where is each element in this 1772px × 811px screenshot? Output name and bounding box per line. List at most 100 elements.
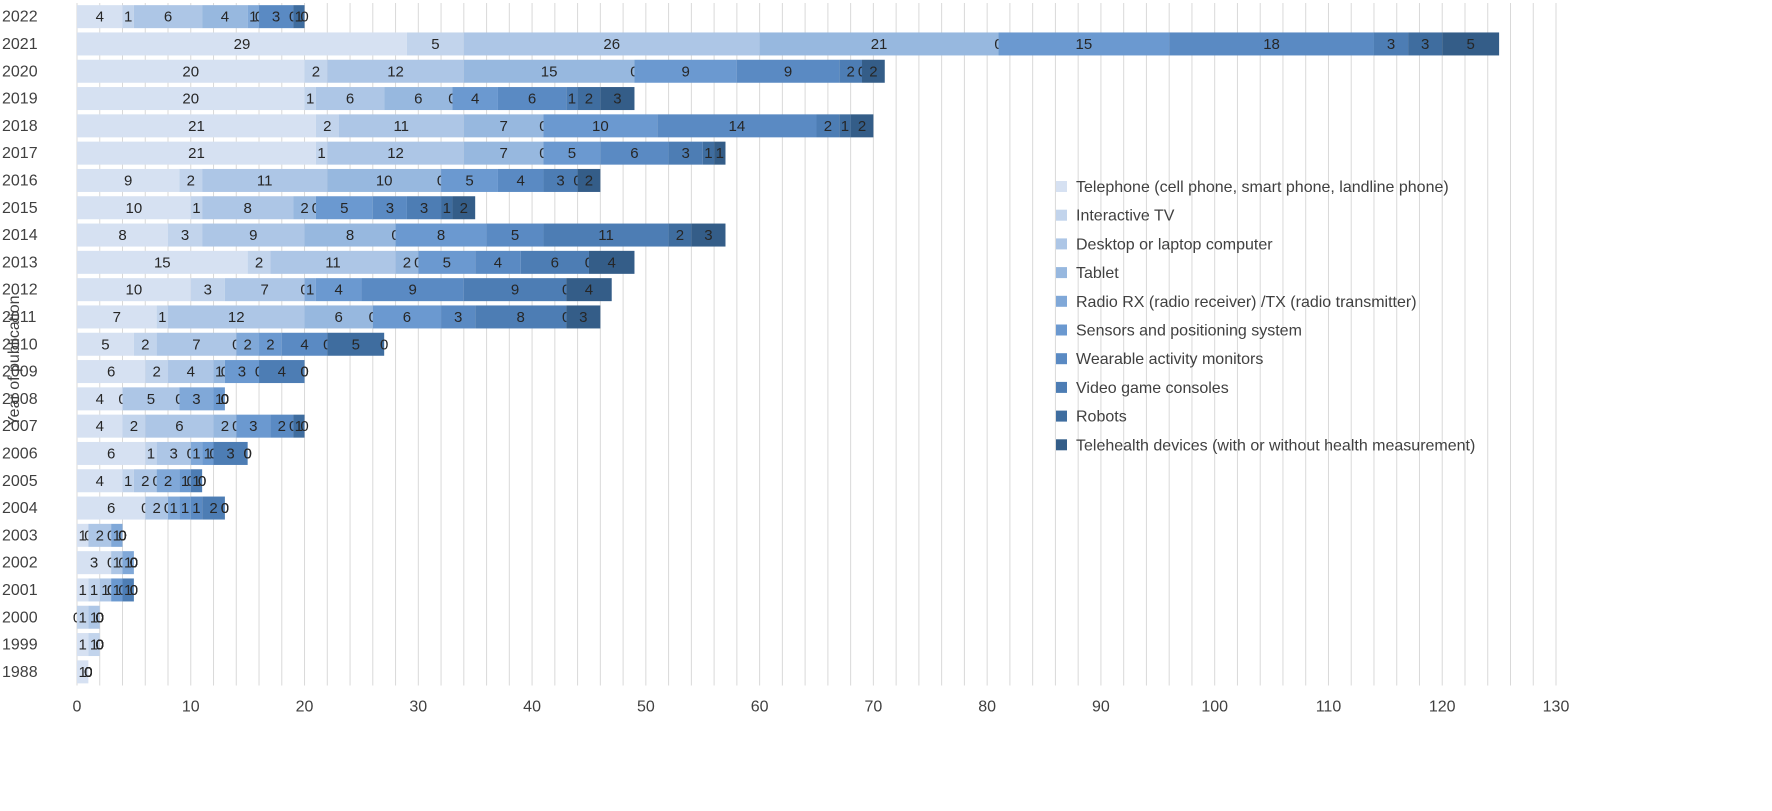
legend-item-label: Radio RX (radio receiver) /TX (radio tra… bbox=[1076, 294, 1417, 311]
bar-segment bbox=[702, 141, 715, 165]
data-label: 4 bbox=[517, 172, 525, 189]
x-tick-label: 110 bbox=[1316, 699, 1342, 716]
data-label: 1 bbox=[79, 609, 87, 626]
data-label: 0 bbox=[84, 664, 92, 681]
bar-segment bbox=[1408, 32, 1443, 56]
legend: Telephone (cell phone, smart phone, land… bbox=[1056, 179, 1475, 454]
data-label: 0 bbox=[96, 637, 104, 654]
y-tick-label: 1999 bbox=[2, 637, 38, 654]
data-label: 1 bbox=[215, 391, 223, 408]
data-label: 5 bbox=[568, 145, 576, 162]
data-label: 6 bbox=[630, 145, 638, 162]
bar-segment bbox=[190, 278, 225, 302]
y-tick-label: 2016 bbox=[2, 172, 38, 189]
bar-segment bbox=[77, 660, 89, 684]
bar-segment bbox=[543, 141, 601, 165]
bar-segment bbox=[77, 551, 112, 575]
data-label: 5 bbox=[147, 391, 155, 408]
bar-segment bbox=[190, 469, 203, 493]
data-label: 8 bbox=[243, 200, 251, 217]
data-label: 2 bbox=[221, 418, 229, 435]
data-label: 1 bbox=[79, 637, 87, 654]
bar-segment bbox=[998, 32, 1170, 56]
bar-segment bbox=[543, 223, 669, 247]
legend-swatch bbox=[1056, 381, 1067, 393]
bar-segment bbox=[77, 523, 89, 547]
data-label: 1 bbox=[716, 145, 724, 162]
data-label: 2 bbox=[585, 91, 593, 108]
data-label: 0 bbox=[96, 609, 104, 626]
bar-segment bbox=[168, 305, 305, 329]
data-label: 12 bbox=[228, 309, 245, 326]
legend-item-label: Wearable activity monitors bbox=[1076, 351, 1263, 368]
data-label: 10 bbox=[126, 282, 143, 299]
data-label: 3 bbox=[272, 9, 280, 26]
data-label: 1 bbox=[841, 118, 849, 135]
data-label: 0 bbox=[198, 473, 206, 490]
bar-segment bbox=[862, 59, 885, 83]
data-label: 0 bbox=[84, 664, 92, 681]
data-label: 2 bbox=[152, 364, 160, 381]
bar-segment bbox=[179, 496, 191, 520]
data-label: 1 bbox=[90, 582, 98, 599]
bar-segment bbox=[714, 141, 726, 165]
bar-segment bbox=[202, 196, 294, 220]
data-label: 1 bbox=[568, 91, 576, 108]
data-label: 0 bbox=[96, 609, 104, 626]
data-label: 0 bbox=[243, 445, 251, 462]
bar-segment bbox=[133, 5, 203, 29]
data-label: 3 bbox=[681, 145, 689, 162]
legend-swatch bbox=[1056, 295, 1067, 307]
data-label: 5 bbox=[443, 254, 451, 271]
data-label: 0 bbox=[221, 391, 229, 408]
data-label: 3 bbox=[249, 418, 257, 435]
bar-segment bbox=[77, 633, 89, 657]
data-label: 20 bbox=[182, 63, 199, 80]
data-label: 4 bbox=[221, 9, 229, 26]
bar-segment bbox=[122, 469, 134, 493]
data-label: 0 bbox=[96, 609, 104, 626]
data-label: 5 bbox=[511, 227, 519, 244]
bar-segment bbox=[463, 141, 544, 165]
data-label: 7 bbox=[499, 118, 507, 135]
bar-segment bbox=[691, 223, 726, 247]
bar-segment bbox=[77, 114, 316, 138]
data-label: 0 bbox=[221, 500, 229, 517]
bar-segment bbox=[497, 87, 567, 111]
data-label: 4 bbox=[585, 282, 593, 299]
data-label: 2 bbox=[323, 118, 331, 135]
bar-segment bbox=[77, 605, 89, 629]
data-label: 11 bbox=[393, 118, 409, 135]
data-label: 0 bbox=[130, 555, 138, 572]
bar-segment bbox=[99, 578, 112, 602]
bar-segment bbox=[88, 578, 100, 602]
data-label: 9 bbox=[511, 282, 519, 299]
y-tick-label: 2015 bbox=[2, 200, 38, 217]
y-tick-label: 2013 bbox=[2, 254, 38, 271]
data-label: 0 bbox=[118, 527, 126, 544]
legend-swatch bbox=[1056, 238, 1067, 250]
bar-segment bbox=[441, 196, 453, 220]
data-label: 2 bbox=[585, 172, 593, 189]
bar-segment bbox=[736, 59, 840, 83]
data-label: 2 bbox=[824, 118, 832, 135]
data-label: 7 bbox=[192, 336, 200, 353]
data-label: 6 bbox=[403, 309, 411, 326]
data-label: 0 bbox=[243, 445, 251, 462]
data-label: 0 bbox=[221, 391, 229, 408]
y-tick-label: 2002 bbox=[2, 555, 38, 572]
bar-segment bbox=[315, 196, 373, 220]
data-label: 1 bbox=[306, 91, 314, 108]
data-label: 6 bbox=[107, 500, 115, 517]
x-tick-label: 80 bbox=[978, 699, 996, 716]
x-tick-label: 130 bbox=[1543, 699, 1570, 716]
bars: 4164103010295262101518335202121509920220… bbox=[73, 5, 1500, 684]
data-label: 0 bbox=[118, 527, 126, 544]
data-label: 0 bbox=[96, 609, 104, 626]
x-tick-label: 30 bbox=[409, 699, 427, 716]
data-label: 0 bbox=[96, 637, 104, 654]
bar-segment bbox=[259, 360, 305, 384]
bar-segment bbox=[452, 196, 476, 220]
bar-segment bbox=[497, 168, 544, 192]
bar-segment bbox=[634, 59, 737, 83]
